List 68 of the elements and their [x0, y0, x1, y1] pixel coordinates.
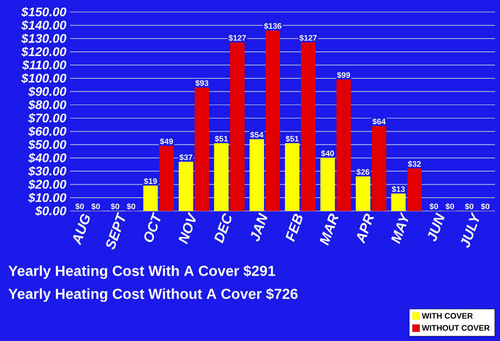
data-label: $26: [356, 168, 370, 176]
y-tick-label: $30.00: [28, 166, 66, 176]
x-tick-label: MAR: [320, 214, 339, 246]
x-tick-label: APR: [356, 214, 374, 244]
y-tick-label: $130.00: [21, 33, 66, 44]
bar: [372, 126, 386, 211]
data-label: $0: [75, 203, 84, 210]
text: Yearly Heating Cost Without A Cover $726: [8, 288, 298, 302]
data-label: $13: [392, 186, 405, 193]
data-label: $32: [408, 160, 421, 168]
x-tick-label: AUG: [73, 214, 90, 246]
bar: [407, 168, 422, 211]
y-tick-label: $100.00: [21, 73, 66, 84]
y-tick-label: $150.00: [21, 6, 66, 18]
bar: [320, 158, 335, 211]
data-label: $136: [264, 22, 282, 30]
y-tick-label: $60.00: [28, 126, 66, 136]
data-label: $0: [480, 203, 490, 210]
data-label: $0: [91, 203, 100, 210]
data-label: $64: [372, 118, 386, 125]
data-label: $0: [430, 203, 438, 210]
y-tick-label: $140.00: [21, 20, 66, 30]
y-tick-label: $90.00: [28, 86, 66, 97]
data-label: $51: [286, 136, 299, 142]
bar: [143, 186, 158, 211]
x-tick-label: OCT: [144, 212, 160, 242]
x-tick-label: JAN: [250, 212, 268, 242]
x-tick-label: SEPT: [106, 212, 126, 250]
bar: [194, 87, 210, 211]
bar: [336, 79, 351, 211]
x-tick-label: NOV: [178, 212, 196, 244]
data-label: $49: [160, 138, 173, 145]
data-label: $54: [250, 132, 264, 138]
data-label: $99: [337, 72, 350, 78]
data-label: $0: [126, 203, 136, 210]
y-tick-label: $80.00: [28, 100, 66, 110]
bar: [391, 194, 406, 211]
data-label: $40: [321, 150, 334, 157]
data-label: $0: [110, 203, 120, 210]
legend-label: WITHOUT COVER: [422, 325, 490, 331]
y-tick-label: $10.00: [28, 192, 66, 203]
y-tick-label: $50.00: [28, 140, 66, 150]
data-label: $0: [446, 203, 454, 210]
y-tick-label: $110.00: [22, 60, 66, 70]
bar: [214, 143, 229, 211]
y-tick-label: $0.00: [35, 206, 66, 216]
data-label: $127: [299, 34, 317, 42]
data-label: $19: [144, 178, 157, 185]
x-tick-label: MAY: [391, 212, 408, 244]
bar: [284, 143, 300, 211]
data-label: $51: [214, 136, 228, 142]
data-label: $93: [195, 80, 208, 86]
data-label: $37: [179, 154, 192, 161]
x-tick-label: JUN: [428, 212, 445, 242]
y-tick-label: $20.00: [28, 179, 66, 190]
y-tick-label: $70.00: [28, 113, 66, 124]
legend-label: WITH COVER: [422, 313, 473, 319]
text: Yearly Heating Cost With A Cover $291: [8, 265, 276, 279]
bar: [356, 176, 370, 211]
x-tick-label: JULY: [461, 212, 480, 248]
data-label: $0: [464, 203, 474, 210]
data-label: $127: [228, 34, 246, 42]
bar: [159, 146, 174, 211]
x-tick-label: FEB: [286, 214, 302, 242]
y-tick-label: $120.00: [21, 46, 66, 57]
bar: [250, 139, 264, 211]
x-tick-label: DEC: [214, 213, 232, 244]
y-tick-label: $40.00: [28, 152, 66, 164]
